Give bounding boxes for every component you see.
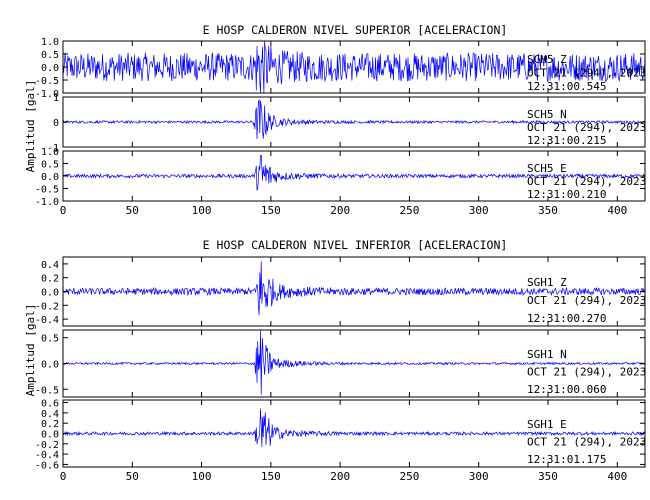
chart-2-trace-3-ytick-label: 0.0 xyxy=(41,430,59,441)
chart-1-trace-2-date-label: OCT 21 (294), 2023 xyxy=(527,121,646,134)
chart-2-trace-1-time-label: 12:31:00.270 xyxy=(527,312,606,325)
lower-y-axis-label: Amplitud [gal] xyxy=(24,304,37,397)
chart-1-xtick-label: 250 xyxy=(399,204,419,217)
chart-1-trace-2-ytick-label: -1 xyxy=(47,143,59,154)
chart-1-trace-3-ytick-label: -0.5 xyxy=(35,185,59,196)
chart-1-xtick-label: 300 xyxy=(469,204,489,217)
chart-1-trace-1-ytick-label: 1.0 xyxy=(41,37,59,48)
chart-1-trace-3-ytick-label: -1.0 xyxy=(35,197,59,208)
chart-1-xtick-label: 400 xyxy=(607,204,627,217)
chart-2-trace-1-ytick-label: 0.2 xyxy=(41,274,59,285)
chart-2-trace-3-time-label: 12:31:01.175 xyxy=(527,453,606,466)
chart-2-xtick-label: 50 xyxy=(126,470,139,483)
chart-1-trace-1-station-label: SCH5 Z xyxy=(527,53,567,66)
chart-1-trace-3-ytick-label: 0.5 xyxy=(41,160,59,171)
chart-2-xtick-label: 400 xyxy=(607,470,627,483)
chart-1-trace-3-ytick-label: 1.0 xyxy=(41,147,59,158)
chart-1-trace-3-station-label: SCH5 E xyxy=(527,162,567,175)
chart-1-trace-1-ytick-label: -0.5 xyxy=(35,76,59,87)
chart-2-trace-3-ytick-label: -0.6 xyxy=(35,460,59,471)
chart-1-trace-1-date-label: OCT 21 (294), 2023 xyxy=(527,66,646,79)
chart-1-trace-1-ytick-label: 0.5 xyxy=(41,50,59,61)
chart-2-trace-1-waveform xyxy=(62,261,646,316)
chart-2-trace-1-date-label: OCT 21 (294), 2023 xyxy=(527,294,646,307)
chart-2-xtick-label: 250 xyxy=(399,470,419,483)
chart-1-trace-1-ytick-label: -1.0 xyxy=(35,89,59,100)
chart-2-trace-3-waveform xyxy=(62,408,646,448)
lower-chart-title: E HOSP CALDERON NIVEL INFERIOR [ACELERAC… xyxy=(203,238,508,252)
chart-1-xtick-label: 350 xyxy=(538,204,558,217)
chart-2-trace-2-time-label: 12:31:00.060 xyxy=(527,383,606,396)
chart-2-xtick-label: 300 xyxy=(469,470,489,483)
chart-2-trace-3-ytick-label: 0.4 xyxy=(41,409,59,420)
chart-2-trace-2-station-label: SGH1 N xyxy=(527,348,567,361)
chart-2-trace-2-ytick-label: -0.5 xyxy=(35,385,59,396)
chart-1-trace-3-time-label: 12:31:00.210 xyxy=(527,188,606,201)
chart-1-trace-2-station-label: SCH5 N xyxy=(527,108,567,121)
chart-1-trace-3-ytick-label: 0.0 xyxy=(41,172,59,183)
chart-2-xtick-label: 0 xyxy=(60,470,67,483)
chart-2-trace-1-ytick-label: -0.2 xyxy=(35,301,59,312)
chart-2-trace-2-ytick-label: 0.5 xyxy=(41,334,59,345)
chart-2-trace-3-ytick-label: -0.2 xyxy=(35,440,59,451)
chart-1-trace-2-ytick-label: 0 xyxy=(53,118,59,129)
chart-1-trace-1-ytick-label: 0.0 xyxy=(41,63,59,74)
chart-1-trace-1-waveform xyxy=(62,40,646,94)
chart-2-trace-2-date-label: OCT 21 (294), 2023 xyxy=(527,366,646,379)
chart-2-trace-3-date-label: OCT 21 (294), 2023 xyxy=(527,436,646,449)
chart-1-xtick-label: 150 xyxy=(261,204,281,217)
chart-1-trace-2-ytick-label: 1 xyxy=(53,93,59,104)
chart-1-trace-2-time-label: 12:31:00.215 xyxy=(527,134,606,147)
chart-2-trace-1-ytick-label: -0.4 xyxy=(35,315,59,326)
chart-1-trace-3-date-label: OCT 21 (294), 2023 xyxy=(527,175,646,188)
chart-1-xtick-label: 100 xyxy=(192,204,212,217)
chart-2-xtick-label: 100 xyxy=(192,470,212,483)
chart-2-trace-2-waveform xyxy=(62,330,646,395)
chart-1-trace-3-waveform xyxy=(62,154,646,191)
chart-2-xtick-label: 350 xyxy=(538,470,558,483)
chart-2-trace-3-ytick-label: 0.2 xyxy=(41,419,59,430)
chart-2-trace-1-station-label: SGH1 Z xyxy=(527,276,567,289)
chart-1-xtick-label: 200 xyxy=(330,204,350,217)
chart-1-xtick-label: 0 xyxy=(60,204,67,217)
chart-2-trace-3-station-label: SGH1 E xyxy=(527,418,567,431)
chart-2-trace-3-ytick-label: -0.4 xyxy=(35,450,59,461)
chart-2-trace-3-ytick-label: 0.6 xyxy=(41,399,59,410)
chart-1-trace-1-time-label: 12:31:00.545 xyxy=(527,80,606,93)
chart-2-xtick-label: 150 xyxy=(261,470,281,483)
chart-2-trace-2-ytick-label: 0.0 xyxy=(41,360,59,371)
upper-chart-title: E HOSP CALDERON NIVEL SUPERIOR [ACELERAC… xyxy=(203,23,508,37)
chart-2-xtick-label: 200 xyxy=(330,470,350,483)
chart-1-xtick-label: 50 xyxy=(126,204,139,217)
chart-1-trace-2-waveform xyxy=(62,99,646,139)
chart-2-trace-1-ytick-label: 0.4 xyxy=(41,260,59,271)
chart-2-trace-1-ytick-label: 0.0 xyxy=(41,288,59,299)
upper-y-axis-label: Amplitud [gal] xyxy=(24,80,37,173)
